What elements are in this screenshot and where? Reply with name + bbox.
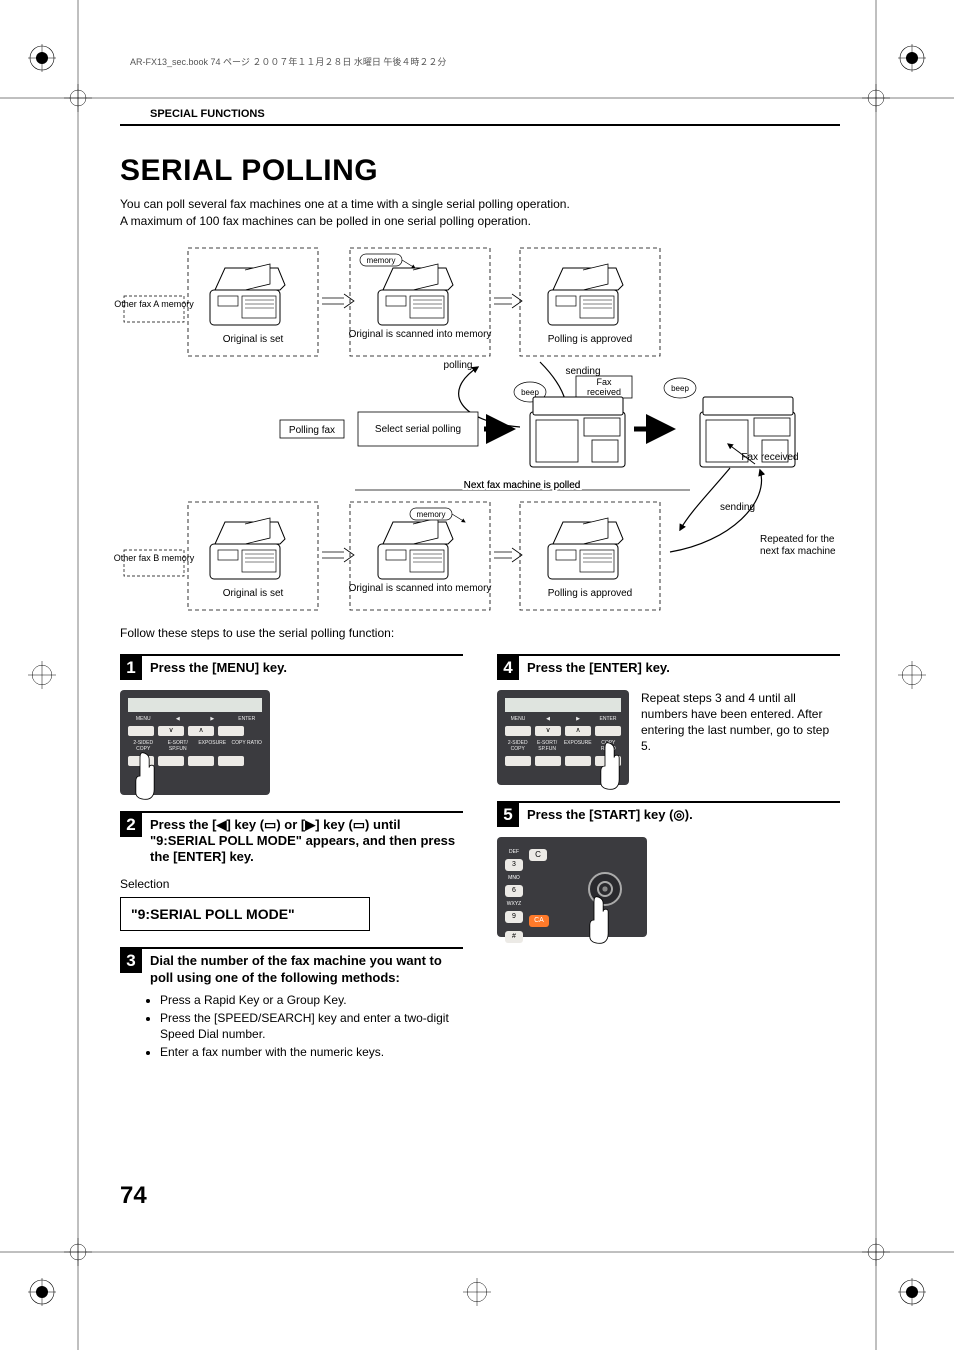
list-item: Press the [SPEED/SEARCH] key and enter a…	[160, 1010, 463, 1042]
step-title: Dial the number of the fax machine you w…	[150, 953, 463, 986]
follow-steps-text: Follow these steps to use the serial pol…	[120, 626, 840, 640]
page-number: 74	[120, 1182, 147, 1210]
svg-text:beep: beep	[671, 384, 689, 393]
svg-text:Polling fax: Polling fax	[289, 425, 335, 436]
svg-text:Next fax machine is polled: Next fax machine is polled	[464, 480, 581, 491]
reg-mark-icon	[898, 44, 926, 72]
selection-label: Selection	[120, 877, 463, 891]
intro-text: You can poll several fax machines one at…	[120, 196, 840, 230]
list-item: Press a Rapid Key or a Group Key.	[160, 992, 463, 1008]
svg-text:next fax machine: next fax machine	[760, 546, 836, 557]
cross-mark-icon	[28, 661, 56, 689]
page-title: SERIAL POLLING	[120, 154, 840, 188]
reg-mark-icon	[898, 1278, 926, 1306]
svg-text:Fax: Fax	[596, 377, 612, 387]
panel-illustration: MENU ◀ ▶ ENTER ∨∧ 2-SIDED COPY E-SORT/ S…	[497, 690, 629, 785]
section-heading: SPECIAL FUNCTIONS	[150, 108, 870, 120]
header-note: AR-FX13_sec.book 74 ページ ２００７年１１月２８日 水曜日 …	[120, 55, 840, 68]
svg-text:Other fax A memory: Other fax A memory	[114, 299, 194, 309]
step-title: Press the [START] key (◎).	[527, 807, 693, 823]
svg-text:beep: beep	[521, 388, 539, 397]
step-number: 1	[120, 656, 142, 680]
hand-icon	[597, 741, 623, 791]
svg-text:Fax received: Fax received	[741, 452, 798, 463]
svg-text:Original is set: Original is set	[223, 334, 284, 345]
svg-text:received: received	[587, 387, 621, 397]
step-title: Press the [◀] key (▭) or [▶] key (▭) unt…	[150, 817, 463, 866]
reg-mark-icon	[28, 44, 56, 72]
svg-text:sending: sending	[720, 502, 755, 513]
svg-text:Original is scanned into memor: Original is scanned into memory	[349, 329, 492, 340]
svg-text:Polling is approved: Polling is approved	[548, 334, 633, 345]
dial-methods-list: Press a Rapid Key or a Group Key. Press …	[120, 992, 463, 1061]
svg-text:Original is scanned into memor: Original is scanned into memory	[349, 583, 492, 594]
step-1: 1 Press the [MENU] key. MENU ◀ ▶ ENTER ∨…	[120, 654, 463, 795]
hand-icon	[130, 751, 160, 801]
svg-text:Other fax B memory: Other fax B memory	[114, 553, 195, 563]
serial-polling-diagram: memory Other fax A memory Original is se…	[120, 242, 840, 612]
step-body: Repeat steps 3 and 4 until all numbers h…	[641, 690, 840, 785]
step-5: 5 Press the [START] key (◎). DEF 3 MNO 6…	[497, 801, 840, 942]
step-number: 5	[497, 803, 519, 827]
svg-text:sending: sending	[565, 366, 600, 377]
step-2: 2 Press the [◀] key (▭) or [▶] key (▭) u…	[120, 811, 463, 932]
step-title: Press the [ENTER] key.	[527, 660, 670, 676]
svg-text:Polling is approved: Polling is approved	[548, 588, 633, 599]
step-number: 2	[120, 813, 142, 837]
svg-text:memory: memory	[417, 510, 446, 519]
cross-mark-icon	[463, 1278, 491, 1306]
step-number: 4	[497, 656, 519, 680]
svg-text:Original is set: Original is set	[223, 588, 284, 599]
step-3: 3 Dial the number of the fax machine you…	[120, 947, 463, 1060]
panel-illustration: DEF 3 MNO 6 WXYZ 9 # C CA	[497, 837, 647, 937]
cross-mark-icon	[898, 661, 926, 689]
svg-text:polling: polling	[444, 360, 473, 371]
step-number: 3	[120, 949, 142, 973]
svg-text:Select serial polling: Select serial polling	[375, 424, 461, 435]
reg-mark-icon	[28, 1278, 56, 1306]
lcd-display: "9:SERIAL POLL MODE"	[120, 897, 370, 931]
heading-rule	[120, 124, 840, 126]
step-title: Press the [MENU] key.	[150, 660, 287, 676]
svg-text:Repeated for the: Repeated for the	[760, 534, 835, 545]
step-4: 4 Press the [ENTER] key. MENU ◀ ▶ ENTER …	[497, 654, 840, 785]
hand-icon	[586, 895, 612, 945]
panel-illustration: MENU ◀ ▶ ENTER ∨∧ 2-SIDED COPY E-SORT/ S…	[120, 690, 270, 795]
svg-text:memory: memory	[367, 256, 396, 265]
list-item: Enter a fax number with the numeric keys…	[160, 1044, 463, 1060]
